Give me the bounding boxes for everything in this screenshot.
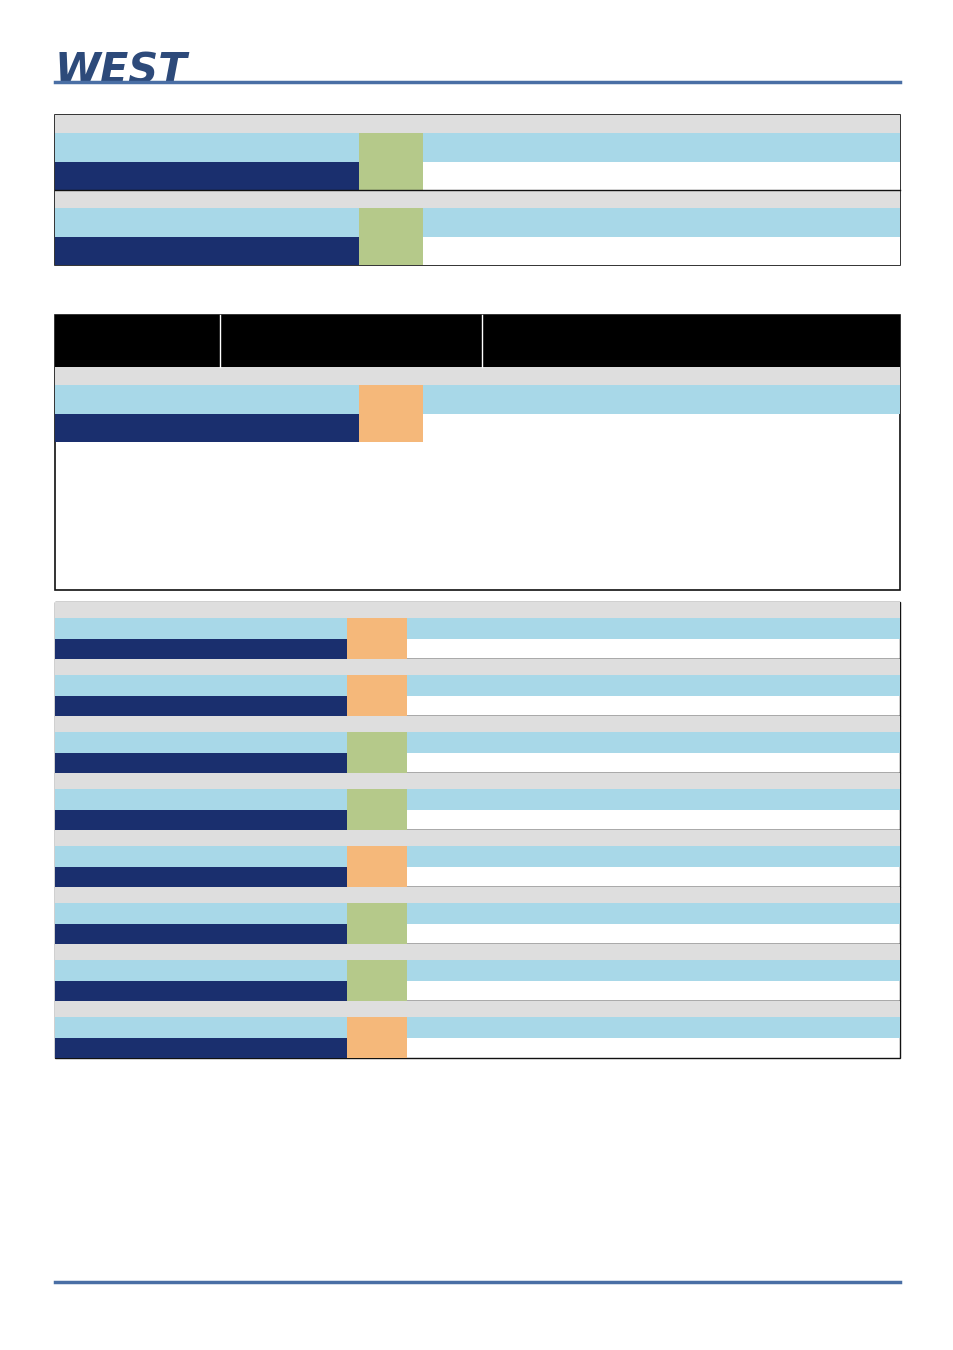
- Bar: [55, 315, 899, 367]
- Bar: [55, 115, 899, 134]
- Bar: [359, 385, 422, 441]
- Bar: [55, 190, 899, 208]
- Bar: [55, 903, 899, 923]
- Bar: [55, 695, 346, 716]
- Bar: [55, 1038, 346, 1058]
- Bar: [55, 960, 899, 980]
- Bar: [55, 385, 899, 413]
- Bar: [55, 659, 899, 716]
- Bar: [55, 846, 899, 867]
- Bar: [55, 944, 899, 960]
- Bar: [55, 1017, 899, 1038]
- Bar: [55, 115, 899, 265]
- Bar: [359, 134, 422, 190]
- Bar: [55, 208, 899, 265]
- Bar: [55, 1000, 899, 1017]
- Bar: [55, 716, 899, 732]
- Bar: [55, 867, 346, 887]
- Bar: [346, 1017, 407, 1058]
- Bar: [55, 315, 899, 590]
- Bar: [55, 162, 359, 190]
- Bar: [55, 732, 899, 752]
- Bar: [55, 923, 346, 944]
- Bar: [55, 208, 899, 236]
- Bar: [55, 236, 359, 265]
- Bar: [55, 602, 899, 618]
- Bar: [55, 830, 899, 846]
- Bar: [55, 752, 346, 774]
- Bar: [359, 208, 422, 265]
- Bar: [346, 788, 407, 830]
- Bar: [55, 774, 899, 830]
- Bar: [55, 134, 899, 162]
- Bar: [55, 413, 359, 441]
- Bar: [55, 788, 899, 810]
- Bar: [55, 602, 899, 659]
- Text: WEST: WEST: [55, 50, 188, 92]
- Bar: [55, 980, 346, 1000]
- Bar: [55, 639, 346, 659]
- Bar: [55, 659, 899, 675]
- Bar: [55, 1000, 899, 1058]
- Bar: [346, 846, 407, 887]
- Bar: [55, 887, 899, 944]
- Bar: [55, 618, 899, 639]
- Bar: [346, 675, 407, 716]
- Bar: [346, 960, 407, 1000]
- Bar: [55, 367, 899, 385]
- Bar: [55, 810, 346, 830]
- Bar: [346, 732, 407, 774]
- Bar: [55, 675, 899, 695]
- Bar: [55, 774, 899, 788]
- Bar: [55, 944, 899, 1000]
- Bar: [55, 134, 899, 190]
- Bar: [346, 903, 407, 944]
- Bar: [55, 716, 899, 774]
- Bar: [55, 887, 899, 903]
- Bar: [55, 830, 899, 887]
- Bar: [346, 618, 407, 659]
